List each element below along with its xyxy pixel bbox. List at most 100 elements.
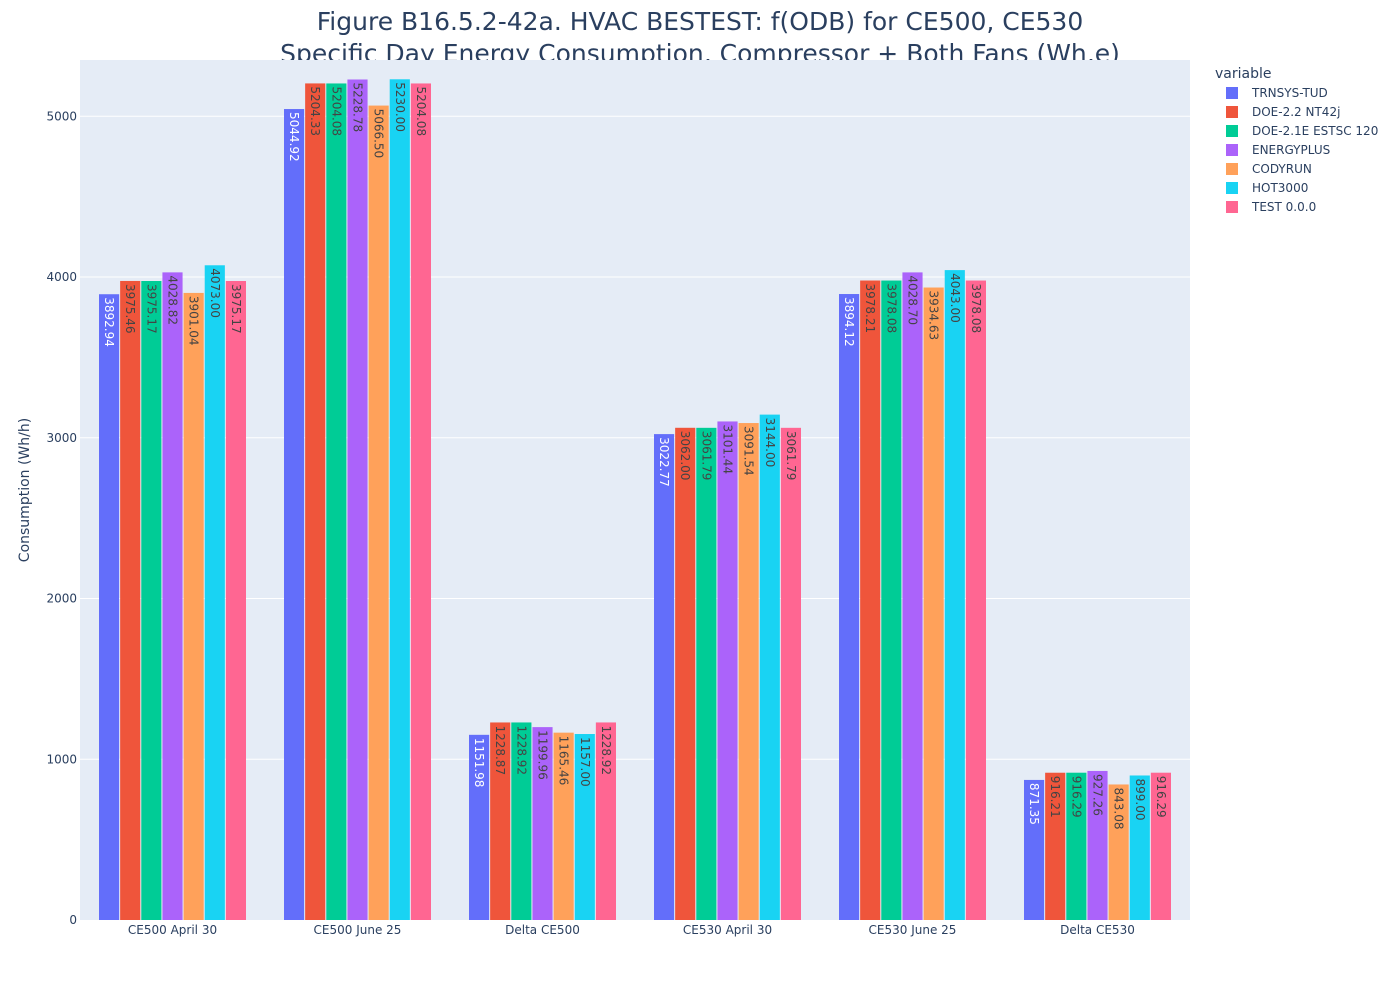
- bar-value-label: 3978.21: [863, 284, 877, 334]
- bar: [1066, 772, 1087, 920]
- bar: [839, 294, 860, 920]
- bar-value-label: 3894.12: [842, 297, 856, 347]
- bar-value-label: 4043.00: [948, 273, 962, 323]
- x-tick-label: CE530 June 25: [869, 923, 957, 937]
- bar-value-label: 3975.46: [123, 284, 137, 334]
- bar: [305, 83, 326, 920]
- legend-title: variable: [1215, 66, 1271, 82]
- x-tick-label: CE500 June 25: [314, 923, 402, 937]
- legend-item-label[interactable]: TEST 0.0.0: [1251, 200, 1316, 214]
- bar-value-label: 4028.82: [166, 275, 180, 325]
- bar: [675, 427, 696, 920]
- bar: [469, 734, 490, 920]
- x-tick-label: Delta CE500: [505, 923, 580, 937]
- bar: [881, 280, 902, 920]
- bar: [1108, 784, 1129, 920]
- legend-swatch[interactable]: [1226, 182, 1238, 194]
- bar: [326, 83, 347, 920]
- bar: [717, 421, 738, 920]
- x-tick-label: CE500 April 30: [128, 923, 217, 937]
- legend-item-label[interactable]: HOT3000: [1252, 181, 1308, 195]
- bar: [923, 287, 944, 920]
- bar-value-label: 5204.08: [414, 86, 428, 136]
- bar-value-label: 5066.50: [372, 109, 386, 159]
- bar: [1150, 772, 1171, 920]
- bar: [654, 434, 675, 920]
- legend-item-label[interactable]: DOE-2.2 NT42j: [1252, 105, 1340, 119]
- bar-value-label: 1151.98: [472, 738, 486, 788]
- bar-value-label: 1165.46: [557, 736, 571, 786]
- bar-value-label: 5044.92: [287, 112, 301, 162]
- bar: [284, 109, 305, 920]
- bar-value-label: 3978.08: [969, 284, 983, 334]
- y-tick-label: 3000: [46, 431, 77, 445]
- bar-value-label: 3062.00: [678, 431, 692, 481]
- bar-value-label: 1157.00: [578, 737, 592, 787]
- bar: [944, 270, 965, 921]
- bar-value-label: 5204.33: [308, 86, 322, 136]
- legend-item-label[interactable]: TRNSYS-TUD: [1251, 86, 1328, 100]
- legend-item-label[interactable]: ENERGYPLUS: [1252, 143, 1330, 157]
- bar-value-label: 5228.78: [351, 82, 365, 132]
- y-tick-label: 5000: [46, 109, 77, 123]
- legend-swatch[interactable]: [1226, 163, 1238, 175]
- legend[interactable]: variable TRNSYS-TUD DOE-2.2 NT42j DOE-2.1E…: [1215, 66, 1378, 214]
- bar-value-label: 3975.17: [229, 284, 243, 334]
- bar: [368, 105, 389, 920]
- bar: [860, 280, 881, 920]
- bar-value-label: 3975.17: [144, 284, 158, 334]
- bar-value-label: 916.29: [1154, 776, 1168, 818]
- bar: [347, 79, 368, 920]
- bar-value-label: 5204.08: [329, 86, 343, 136]
- bar-value-label: 927.26: [1091, 774, 1105, 816]
- bar-value-label: 3022.77: [657, 437, 671, 487]
- bar: [99, 294, 120, 920]
- bar-value-label: 916.29: [1069, 776, 1083, 818]
- bar: [410, 83, 431, 920]
- y-axis-title: Consumption (Wh/h): [17, 418, 33, 562]
- bar: [1045, 772, 1066, 920]
- bar-value-label: 1228.87: [493, 725, 507, 775]
- bar-value-label: 3091.54: [742, 426, 756, 476]
- bar: [1129, 775, 1150, 920]
- x-tick-label: CE530 April 30: [683, 923, 772, 937]
- bar: [204, 265, 225, 920]
- bar-value-label: 1228.92: [599, 725, 613, 775]
- bar: [738, 423, 759, 920]
- legend-item-label[interactable]: CODYRUN: [1252, 162, 1312, 176]
- bar: [389, 79, 410, 920]
- bar-value-label: 3144.00: [763, 418, 777, 468]
- bar-value-label: 3061.79: [699, 431, 713, 481]
- bar: [183, 292, 204, 920]
- legend-swatch[interactable]: [1226, 125, 1238, 137]
- bar-value-label: 3101.44: [721, 424, 735, 474]
- y-tick-label: 2000: [46, 592, 77, 606]
- gridlines: [80, 115, 1190, 760]
- bar-value-label: 1199.96: [536, 730, 550, 780]
- bar: [902, 272, 923, 920]
- plot-area: [80, 60, 1190, 920]
- legend-swatch[interactable]: [1226, 144, 1238, 156]
- y-tick-label: 4000: [46, 270, 77, 284]
- bar: [759, 414, 780, 920]
- bar-value-label: 843.08: [1112, 787, 1126, 829]
- legend-swatch[interactable]: [1226, 87, 1238, 99]
- bar: [574, 734, 595, 920]
- legend-swatch[interactable]: [1226, 106, 1238, 118]
- bar: [1024, 779, 1045, 920]
- legend-swatch[interactable]: [1226, 201, 1238, 213]
- bar-value-label: 4073.00: [208, 268, 222, 318]
- bar-value-label: 916.21: [1048, 776, 1062, 818]
- bar: [696, 427, 717, 920]
- y-tick-label: 0: [69, 913, 77, 927]
- bar: [553, 732, 574, 920]
- legend-item-label[interactable]: DOE-2.1E ESTSC 120: [1252, 124, 1378, 138]
- bar: [162, 272, 183, 920]
- bar: [141, 281, 162, 920]
- bar-value-label: 5230.00: [393, 82, 407, 132]
- x-axis-ticks: CE500 April 30 CE500 June 25 Delta CE500 CE…: [128, 923, 1135, 937]
- bar: [532, 727, 553, 920]
- y-axis-ticks: 0 1000 2000 3000 4000 5000: [46, 109, 77, 927]
- bar: [595, 722, 616, 920]
